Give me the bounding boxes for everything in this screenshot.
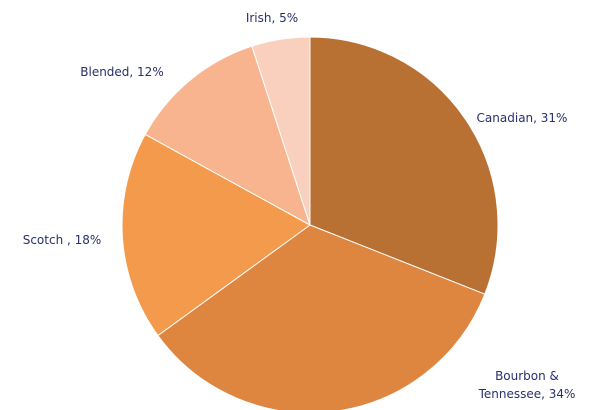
- data-label: Canadian, 31%: [476, 111, 568, 125]
- data-label: Scotch , 18%: [22, 233, 102, 247]
- pie-slice: [121, 133, 311, 337]
- data-label: Blended, 12%: [80, 65, 164, 79]
- pie-slice: [157, 224, 486, 410]
- pie-slice: [251, 36, 311, 226]
- pie-slice: [309, 36, 499, 295]
- data-label: Bourbon & Tennessee, 34%: [478, 369, 576, 401]
- data-label: Irish, 5%: [245, 11, 299, 25]
- pie-slice: [144, 45, 311, 227]
